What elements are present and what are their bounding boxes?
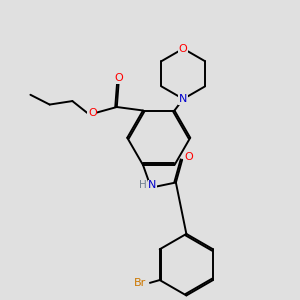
Text: N: N — [179, 94, 188, 104]
Text: H: H — [139, 180, 147, 190]
Text: O: O — [179, 44, 188, 54]
Text: O: O — [114, 73, 123, 83]
Text: N: N — [148, 180, 157, 190]
Text: O: O — [184, 152, 193, 162]
Text: O: O — [88, 108, 97, 118]
Text: Br: Br — [134, 278, 147, 288]
